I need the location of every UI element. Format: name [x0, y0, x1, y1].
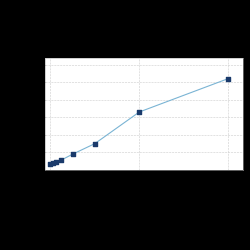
Point	[226, 76, 230, 80]
Point	[51, 161, 55, 165]
X-axis label: Rat Proteolipid Protein 1, Myelin
Concentration (pg/ml): Rat Proteolipid Protein 1, Myelin Concen…	[100, 180, 188, 191]
Point	[60, 158, 64, 162]
Y-axis label: OD: OD	[28, 110, 32, 118]
Point	[93, 142, 97, 146]
Point	[70, 152, 74, 156]
Point	[48, 162, 52, 166]
Point	[137, 110, 141, 114]
Point	[54, 160, 58, 164]
